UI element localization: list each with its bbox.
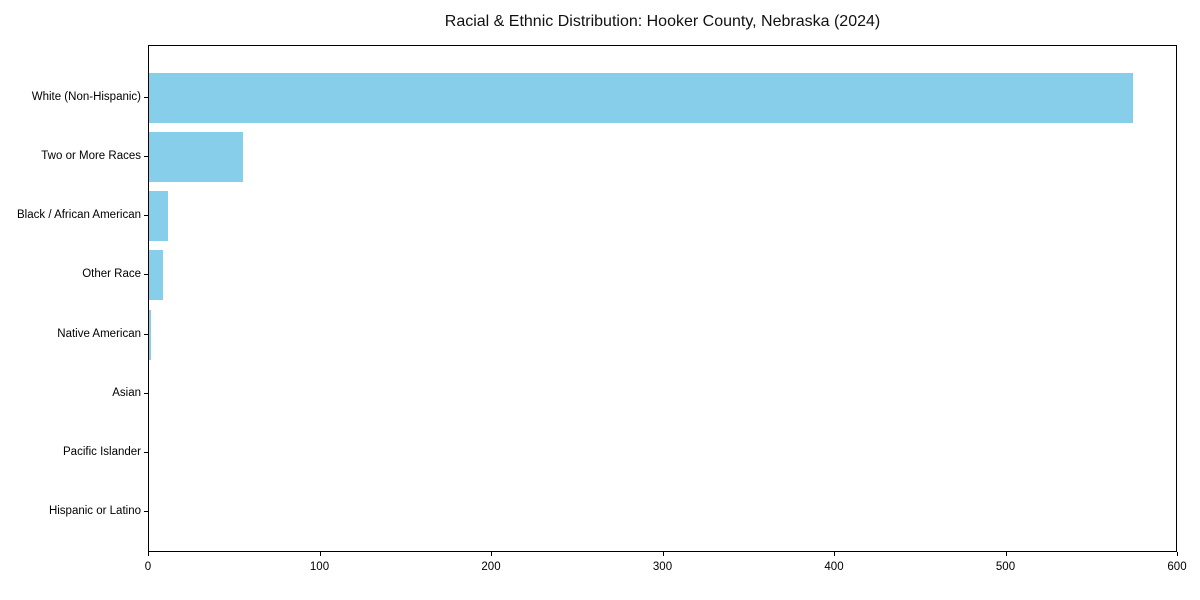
y-axis-tick	[144, 156, 148, 158]
y-axis-tick	[144, 215, 148, 217]
x-tick-label: 600	[1167, 561, 1187, 573]
y-axis-tick	[144, 451, 148, 453]
y-tick-label: Black / African American	[17, 209, 141, 222]
x-axis-tick	[834, 552, 835, 556]
x-axis-tick	[148, 552, 149, 556]
y-tick-label: Asian	[112, 386, 141, 399]
y-axis-tick	[144, 274, 148, 276]
x-axis-tick	[1177, 552, 1178, 556]
x-tick-label: 200	[481, 561, 501, 573]
y-tick-label: Two or More Races	[41, 150, 141, 163]
y-tick-label: Other Race	[82, 268, 141, 281]
x-tick-label: 0	[144, 561, 152, 573]
x-axis-tick	[662, 552, 664, 556]
x-tick-label: 300	[652, 561, 673, 573]
y-tick-label: White (Non-Hispanic)	[31, 91, 141, 103]
x-tick-label: 100	[309, 561, 330, 573]
plot-area	[148, 45, 1177, 552]
y-axis-tick	[144, 510, 148, 512]
bar	[149, 309, 151, 360]
bar	[149, 250, 163, 301]
chart-title: Racial & Ethnic Distribution: Hooker Cou…	[444, 13, 881, 30]
x-tick-label: 400	[824, 561, 844, 573]
x-axis-tick	[319, 552, 321, 556]
y-tick-label: Hispanic or Latino	[48, 504, 141, 517]
x-tick-label: 500	[995, 561, 1016, 573]
y-tick-label: Native American	[57, 327, 141, 340]
y-axis-tick	[144, 97, 148, 98]
x-axis-tick	[491, 552, 492, 556]
bar	[149, 132, 244, 183]
x-axis-tick	[1005, 552, 1007, 556]
y-axis-tick	[144, 392, 148, 394]
bar	[149, 73, 1134, 123]
bar	[149, 191, 168, 242]
y-axis-tick	[144, 333, 148, 335]
y-tick-label: Pacific Islander	[63, 445, 141, 458]
